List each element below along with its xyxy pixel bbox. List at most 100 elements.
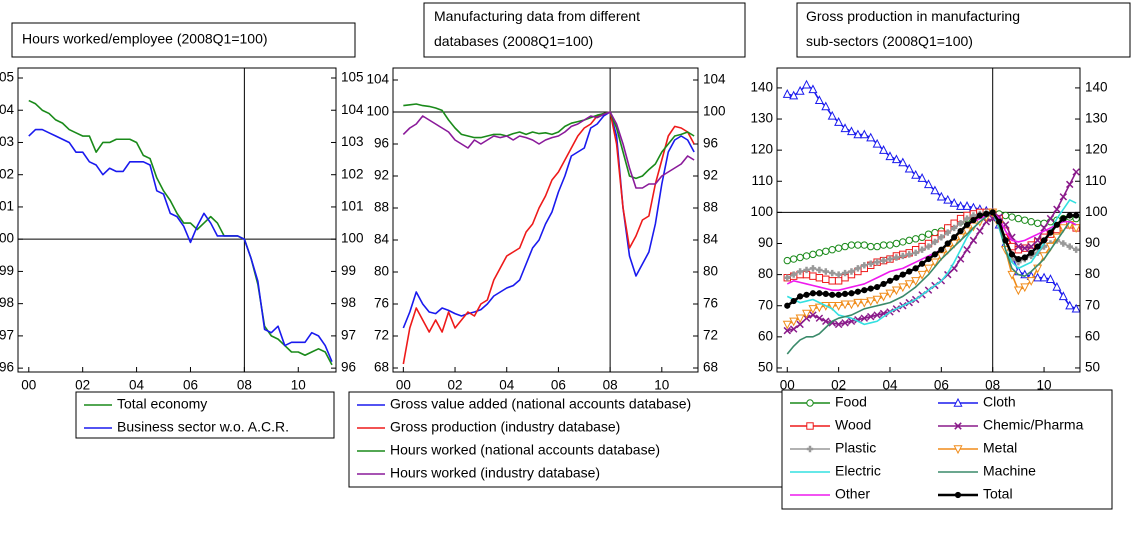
y-tick-label: 92 (703, 168, 718, 183)
y-tick-label: 140 (1085, 79, 1108, 94)
marker (1060, 240, 1067, 247)
marker (911, 235, 920, 243)
marker (905, 236, 913, 245)
marker (899, 238, 907, 246)
y-tick-label: 68 (374, 360, 389, 375)
marker (1046, 214, 1055, 223)
marker (1071, 303, 1081, 313)
marker (795, 314, 805, 324)
marker (814, 95, 824, 105)
marker (853, 129, 863, 139)
marker (782, 89, 792, 98)
marker (873, 242, 881, 251)
legend-label: Hours worked (national accounts database… (390, 442, 660, 458)
marker (944, 240, 951, 247)
marker (796, 253, 804, 262)
chart-title: Gross production in manufacturing (806, 8, 1020, 24)
marker (828, 246, 836, 254)
legend-entry: Machine (938, 463, 1036, 479)
y-tick-label: 96 (374, 136, 389, 151)
marker (782, 320, 792, 330)
marker (873, 258, 881, 266)
marker (1015, 255, 1022, 263)
legend-entry: Wood (790, 417, 871, 433)
y-tick-label: 101 (341, 199, 364, 214)
marker (808, 305, 818, 314)
marker (906, 251, 913, 258)
legend-label: Plastic (835, 440, 876, 456)
y-tick-label: 100 (703, 104, 726, 119)
marker (809, 250, 817, 259)
marker (1072, 168, 1080, 176)
title-box (796, 2, 1131, 58)
marker (938, 246, 945, 253)
series-line (403, 103, 695, 180)
legend-label: Cloth (983, 394, 1016, 410)
marker (861, 287, 868, 294)
legend-entry: Food (790, 394, 867, 410)
legend-label: Gross production (industry database) (390, 419, 620, 435)
marker (925, 243, 932, 250)
x-tick-label: 04 (882, 378, 898, 393)
x-tick-label: 08 (237, 378, 252, 393)
marker (1033, 272, 1043, 282)
marker (912, 265, 919, 272)
marker (923, 179, 934, 189)
y-tick-label: 104 (341, 102, 364, 117)
marker (956, 201, 966, 210)
legend-label: Machine (983, 463, 1036, 479)
marker (860, 241, 869, 249)
legend-entry: Electric (790, 463, 881, 479)
marker (1007, 270, 1017, 280)
legend-entry: Other (790, 486, 870, 502)
legend-label: Electric (835, 463, 881, 479)
x-tick-label: 02 (75, 378, 90, 393)
y-tick-label: 120 (1085, 142, 1108, 157)
plot-frame (776, 67, 1081, 373)
y-tick-label: 80 (703, 264, 718, 279)
marker (1008, 213, 1016, 221)
marker (1060, 215, 1067, 222)
y-tick-label: 102 (341, 166, 364, 181)
marker (923, 264, 934, 274)
marker (802, 79, 812, 89)
chart-title: Manufacturing data from different (434, 8, 640, 24)
marker (912, 249, 919, 257)
series (782, 208, 1081, 330)
y-tick-label: 96 (341, 360, 356, 375)
marker (874, 283, 881, 291)
marker (873, 311, 881, 319)
legend-box (75, 391, 335, 439)
marker (859, 298, 869, 308)
marker (816, 290, 823, 297)
marker (892, 239, 901, 248)
marker (795, 85, 805, 95)
y-tick-label: 50 (758, 360, 773, 375)
marker (904, 280, 914, 290)
legend-label: Total (983, 486, 1013, 502)
y-tick-label: 90 (758, 235, 773, 250)
marker (957, 220, 964, 227)
marker (1014, 242, 1023, 251)
marker (1020, 283, 1030, 293)
x-tick-label: 06 (183, 378, 198, 393)
marker (841, 319, 849, 327)
chart-title: Hours worked/employee (2008Q1=100) (22, 31, 268, 47)
marker (854, 265, 862, 272)
marker (822, 268, 829, 275)
marker (789, 90, 799, 100)
y-tick-label: 98 (341, 295, 356, 310)
marker (911, 277, 921, 286)
y-tick-label: 60 (1085, 328, 1100, 343)
y-tick-label: 99 (341, 263, 356, 278)
marker (880, 257, 887, 264)
marker (1021, 244, 1029, 252)
y-tick-label: 70 (758, 297, 773, 312)
marker (834, 320, 843, 329)
marker (859, 129, 869, 139)
marker (866, 297, 876, 307)
marker (783, 256, 791, 265)
y-tick-label: 96 (0, 360, 14, 375)
marker (827, 302, 837, 311)
